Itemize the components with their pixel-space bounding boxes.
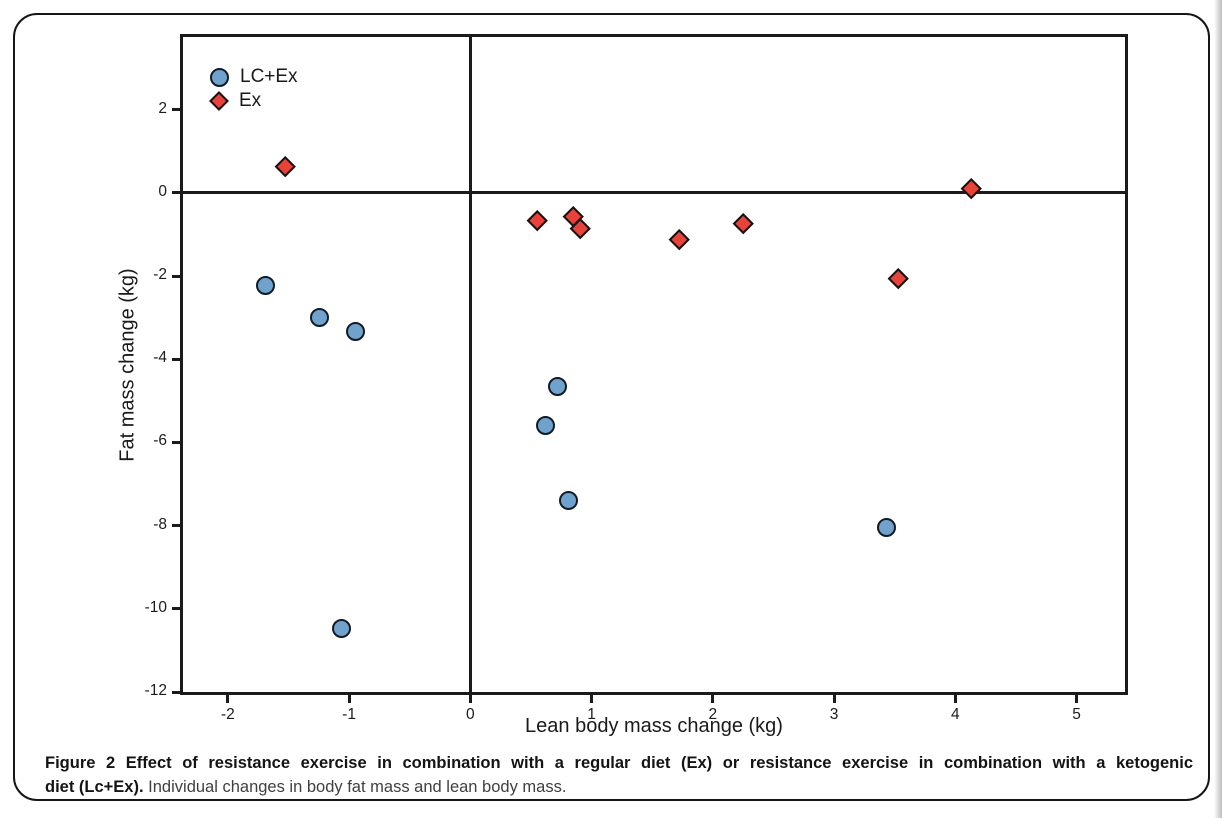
y-tick-mark xyxy=(172,524,180,528)
x-tick-mark xyxy=(953,695,957,703)
x-tick-mark xyxy=(347,695,351,703)
caption-line-1: Figure 2 Effect of resistance exercise i… xyxy=(45,754,1193,772)
y-tick-label: -10 xyxy=(144,598,167,616)
figure-caption: Figure 2 Effect of resistance exercise i… xyxy=(45,751,1193,799)
x-tick-mark xyxy=(226,695,230,703)
x-tick-mark xyxy=(590,695,594,703)
x-axis-title: Lean body mass change (kg) xyxy=(525,715,783,737)
y-tick-label: -12 xyxy=(144,682,167,699)
y-tick-mark xyxy=(172,690,180,694)
diamond-marker-icon xyxy=(209,91,229,111)
y-tick-mark xyxy=(172,108,180,112)
y-tick-mark xyxy=(172,440,180,444)
y-axis-title: Fat mass change (kg) xyxy=(116,268,139,462)
y-tick-mark xyxy=(172,191,180,195)
caption-regular-part: Individual changes in body fat mass and … xyxy=(148,778,567,796)
x-tick-mark xyxy=(1075,695,1078,703)
y-tick-label: 2 xyxy=(158,99,167,117)
x-tick-mark xyxy=(468,695,472,703)
x-tick-mark xyxy=(832,695,836,703)
page-edge-shadow xyxy=(1214,0,1222,818)
y-tick-mark xyxy=(172,357,180,361)
y-tick-mark xyxy=(172,274,180,278)
x-tick-mark xyxy=(711,695,715,703)
legend-item-ex: Ex xyxy=(209,89,298,113)
circle-marker-icon xyxy=(210,67,229,87)
caption-line-2: diet (Lc+Ex). Individual changes in body… xyxy=(45,775,1193,799)
legend-label-ex: Ex xyxy=(239,90,262,111)
y-tick-label: -8 xyxy=(153,515,167,533)
y-tick-label: 0 xyxy=(158,182,167,200)
plot-area: LC+Ex Ex xyxy=(180,34,1128,695)
legend-label-lcex: LC+Ex xyxy=(240,66,298,87)
y-tick-mark xyxy=(172,607,180,611)
caption-bold-part: diet (Lc+Ex). xyxy=(45,778,144,796)
figure-frame: Fat mass change (kg) LC+Ex Ex -2 -1 0 1 2 3 4 5… xyxy=(13,13,1210,801)
legend: LC+Ex Ex xyxy=(209,65,298,113)
legend-item-lcex: LC+Ex xyxy=(210,65,298,89)
